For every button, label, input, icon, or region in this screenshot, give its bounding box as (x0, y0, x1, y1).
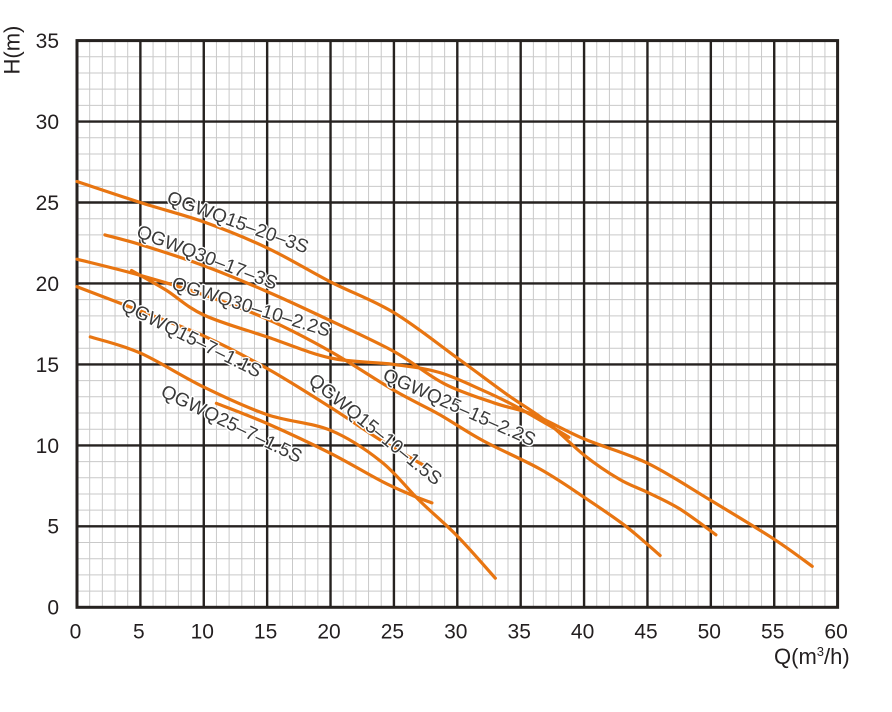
svg-text:35: 35 (508, 620, 531, 643)
svg-text:Q(m3/h): Q(m3/h) (774, 644, 850, 669)
svg-text:60: 60 (824, 620, 847, 643)
svg-text:5: 5 (47, 516, 59, 539)
svg-text:45: 45 (634, 620, 657, 643)
svg-text:15: 15 (36, 354, 59, 377)
svg-text:25: 25 (381, 620, 404, 643)
svg-text:20: 20 (36, 273, 59, 296)
svg-text:5: 5 (133, 620, 145, 643)
svg-text:H(m): H(m) (0, 26, 25, 75)
svg-text:10: 10 (36, 435, 59, 458)
svg-text:15: 15 (254, 620, 277, 643)
svg-text:40: 40 (571, 620, 594, 643)
svg-text:25: 25 (36, 192, 59, 215)
svg-text:30: 30 (444, 620, 467, 643)
svg-text:50: 50 (698, 620, 721, 643)
svg-text:0: 0 (47, 597, 59, 620)
svg-text:35: 35 (36, 30, 59, 53)
svg-text:55: 55 (761, 620, 784, 643)
svg-text:20: 20 (317, 620, 340, 643)
svg-text:30: 30 (36, 111, 59, 134)
svg-text:0: 0 (70, 620, 82, 643)
svg-text:10: 10 (191, 620, 214, 643)
